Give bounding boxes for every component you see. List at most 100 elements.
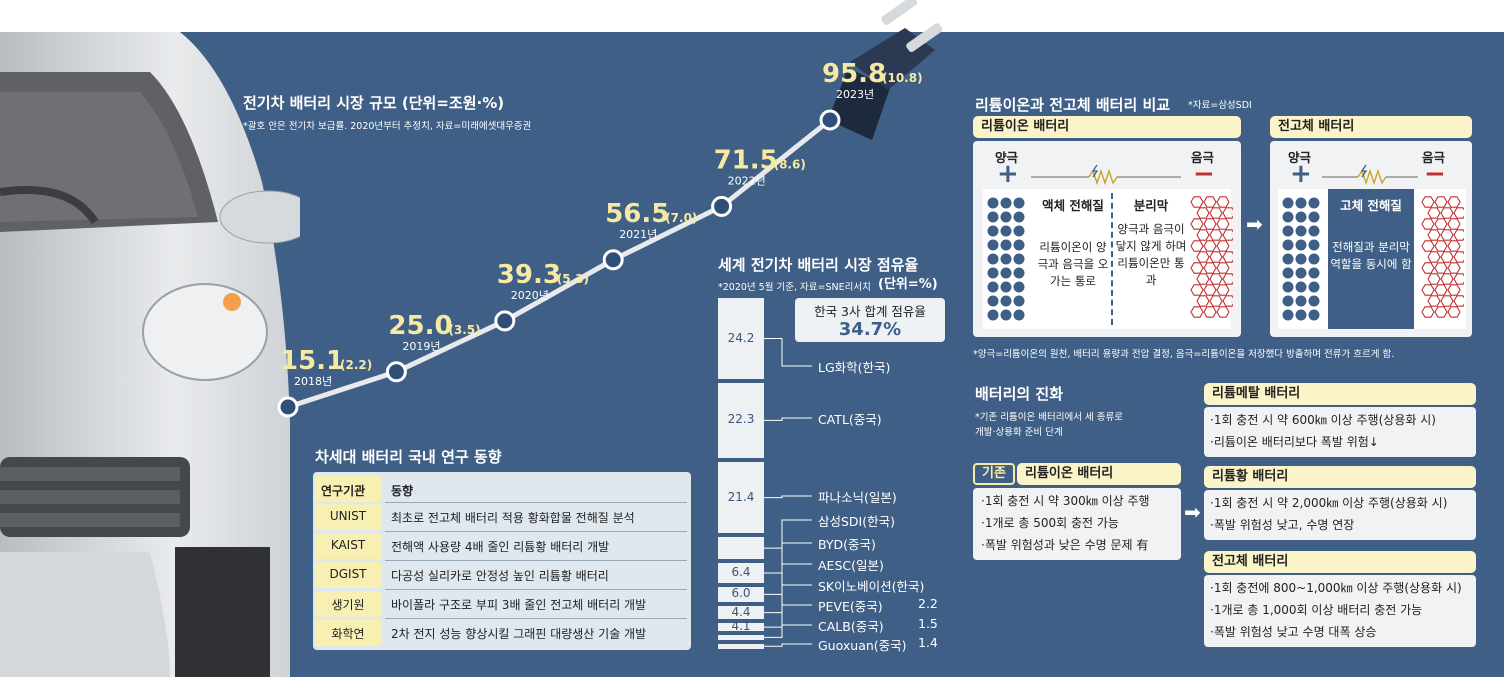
share-leader-line — [764, 584, 812, 614]
solid-state-label: 전고체 배터리 — [1270, 116, 1472, 138]
cathode-cell — [1203, 306, 1217, 318]
cathode-cell — [1453, 207, 1464, 219]
share-right-value: 1.5 — [918, 616, 938, 631]
cathode-cell — [1427, 207, 1441, 219]
market-value-label: 25.0 — [388, 311, 452, 341]
cathode-cell — [1222, 251, 1233, 263]
cathode-cell — [1427, 273, 1441, 285]
anode-particle — [987, 211, 999, 223]
cathode-cell — [1203, 284, 1217, 296]
anode-particle — [987, 309, 999, 321]
separator-line — [1111, 193, 1113, 325]
share-leader-line — [764, 563, 812, 595]
li-anode-dots — [987, 197, 1025, 321]
evolution-title: 배터리의 진화 — [975, 385, 1064, 403]
cathode-cell — [1222, 295, 1233, 307]
cathode-cell — [1209, 207, 1223, 219]
li-minus-icon: − — [1193, 159, 1215, 189]
share-leader-line — [764, 417, 812, 421]
table-header-org-bg — [315, 476, 381, 502]
existing-item-2: ·1개로 총 500회 충전 가능 — [981, 516, 1119, 530]
share-bar — [718, 643, 764, 649]
korea-share-total: 34.7% — [838, 319, 902, 340]
solid-electrolyte — [1328, 189, 1414, 329]
cathode-cell — [1421, 196, 1435, 208]
anode-particle — [1013, 281, 1025, 293]
cathode-cell — [1434, 218, 1448, 230]
anode-particle — [1000, 295, 1012, 307]
cathode-cell — [1216, 196, 1230, 208]
anode-particle — [1295, 253, 1307, 265]
market-rate-label: (3.5) — [448, 323, 480, 337]
share-company-label: BYD(중국) — [818, 537, 876, 552]
market-rate-label: (2.2) — [340, 358, 372, 372]
share-note: *2020년 5월 기준, 자료=SNE리서치 — [718, 282, 871, 293]
ss-anode-dots — [1282, 197, 1320, 321]
lithium-metal-label: 리튬메탈 배터리 — [1204, 383, 1476, 405]
share-bar — [718, 298, 764, 380]
lithium-metal-item-2: ·리튬이온 배터리보다 폭발 위험↓ — [1210, 435, 1379, 449]
cathode-cell — [1190, 284, 1204, 296]
market-value-label: 71.5 — [714, 145, 778, 175]
anode-particle — [1282, 253, 1294, 265]
cathode-cell — [1440, 251, 1454, 263]
cathode-cell — [1222, 273, 1233, 285]
evolution-note-1: *기존 리튬이온 배터리에서 세 종류로 — [975, 412, 1123, 423]
cathode-cell — [1427, 295, 1441, 307]
share-leader-line — [764, 643, 812, 647]
solid-state-item-1: ·1회 충전에 800~1,000㎞ 이상 주행(상용화 시) — [1210, 581, 1462, 595]
plug-icon — [828, 0, 943, 140]
cathode-cell — [1447, 306, 1461, 318]
lithium-sulfur-item-1: ·1회 충전 시 약 2,000㎞ 이상 주행(상용화 시) — [1210, 496, 1448, 510]
anode-particle — [1295, 211, 1307, 223]
lithium-sulfur-item-2: ·폭발 위험성 낮고, 수명 연장 — [1210, 518, 1355, 532]
cathode-cell — [1209, 295, 1223, 307]
electrolyte-desc: 리튬이온이 양극과 음극을 오가는 통로 — [1037, 240, 1109, 288]
compare-source: *자료=삼성SDI — [1188, 100, 1252, 111]
table-row-org-bg — [315, 562, 381, 588]
cathode-cell — [1190, 240, 1204, 252]
share-bar — [718, 461, 764, 534]
lithium-metal-box: ·1회 충전 시 약 600㎞ 이상 주행(상용화 시) ·리튬이온 배터리보다… — [1204, 407, 1476, 457]
table-row-org-bg — [315, 504, 381, 530]
market-point — [385, 361, 407, 383]
anode-particle — [1295, 295, 1307, 307]
cathode-cell — [1421, 262, 1435, 274]
anode-particle — [1013, 211, 1025, 223]
table-cell-org: 화학연 — [331, 627, 365, 641]
market-point — [711, 195, 733, 217]
anode-particle — [1000, 267, 1012, 279]
share-unit: (단위=%) — [878, 277, 938, 292]
cathode-cell — [1196, 207, 1210, 219]
table-cell-trend: 바이폴라 구조로 부피 3배 줄인 전고체 배터리 개발 — [391, 598, 647, 612]
anode-particle — [1282, 295, 1294, 307]
table-header-org: 연구기관 — [321, 484, 366, 498]
anode-particle — [1013, 253, 1025, 265]
evolution-note-2: 개발·상용화 준비 단계 — [975, 427, 1063, 438]
cathode-cell — [1190, 196, 1204, 208]
anode-particle — [987, 225, 999, 237]
cathode-cell — [1434, 306, 1448, 318]
share-bar-value: 4.4 — [731, 604, 751, 619]
table-row-org-bg — [315, 620, 381, 646]
market-year-label: 2020년 — [511, 289, 549, 302]
ss-circuit-icon — [1322, 164, 1418, 186]
cathode-cell — [1453, 295, 1464, 307]
market-point — [819, 109, 841, 131]
cathode-cell — [1421, 218, 1435, 230]
market-year-label: 2023년 — [836, 88, 874, 101]
li-circuit-icon — [1031, 164, 1181, 186]
lithium-metal-item-1: ·1회 충전 시 약 600㎞ 이상 주행(상용화 시) — [1210, 413, 1436, 427]
cathode-cell — [1196, 251, 1210, 263]
cathode-cell — [1453, 251, 1464, 263]
table-row-divider — [385, 531, 687, 532]
share-title: 세계 전기차 배터리 시장 점유율 — [718, 256, 919, 274]
cathode-cell — [1216, 284, 1230, 296]
ss-cathode-hex — [1421, 196, 1464, 318]
anode-particle — [1308, 197, 1320, 209]
cathode-cell — [1209, 273, 1223, 285]
cathode-cell — [1447, 196, 1461, 208]
share-bar — [718, 537, 764, 559]
lithium-sulfur-label: 리튬황 배터리 — [1204, 466, 1476, 488]
anode-particle — [1308, 225, 1320, 237]
